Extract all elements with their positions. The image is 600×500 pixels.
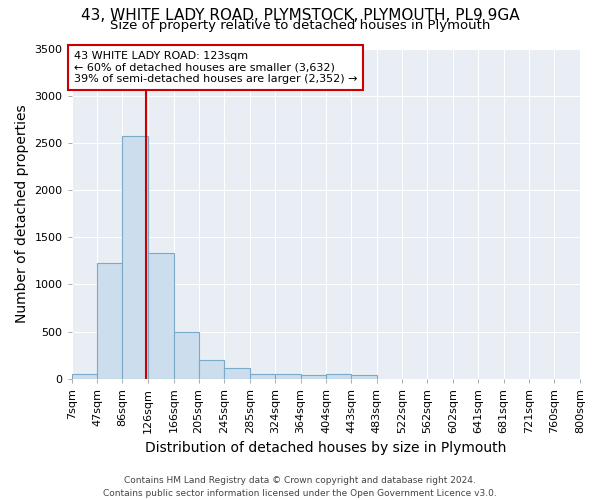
Text: Size of property relative to detached houses in Plymouth: Size of property relative to detached ho… [110, 19, 490, 32]
Bar [250, 374, 275, 378]
Bar [97, 263, 122, 378]
Y-axis label: Number of detached properties: Number of detached properties [15, 104, 29, 323]
Bar [72, 374, 97, 378]
X-axis label: Distribution of detached houses by size in Plymouth: Distribution of detached houses by size … [145, 441, 506, 455]
Bar [301, 376, 326, 378]
Text: 43, WHITE LADY ROAD, PLYMSTOCK, PLYMOUTH, PL9 9GA: 43, WHITE LADY ROAD, PLYMSTOCK, PLYMOUTH… [80, 8, 520, 22]
Bar [199, 360, 224, 378]
Text: 43 WHITE LADY ROAD: 123sqm
← 60% of detached houses are smaller (3,632)
39% of s: 43 WHITE LADY ROAD: 123sqm ← 60% of deta… [74, 51, 357, 84]
Bar [122, 136, 148, 378]
Bar [351, 375, 377, 378]
Bar [275, 374, 301, 378]
Bar [173, 332, 199, 378]
Bar [148, 254, 173, 378]
Text: Contains HM Land Registry data © Crown copyright and database right 2024.
Contai: Contains HM Land Registry data © Crown c… [103, 476, 497, 498]
Bar [224, 368, 250, 378]
Bar [326, 374, 351, 378]
